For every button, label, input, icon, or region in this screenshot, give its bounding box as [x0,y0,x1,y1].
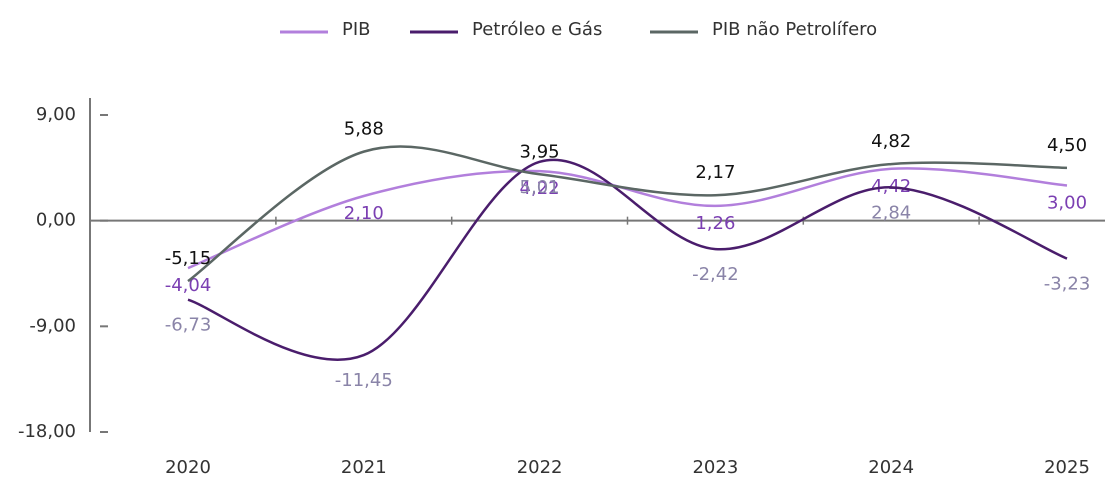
data-label: 4,50 [1047,135,1087,156]
data-label: -11,45 [335,370,393,391]
y-tick-label: -9,00 [29,315,76,336]
data-label: 4,22 [520,178,560,199]
data-label: 5,01 [520,177,560,198]
x-tick-label: 2024 [868,457,914,478]
y-tick-label: 9,00 [36,104,76,125]
legend-label: PIB não Petrolífero [712,19,877,40]
data-label: 4,82 [871,131,911,152]
y-tick-label: -18,00 [18,421,76,442]
data-label: 2,10 [344,203,384,224]
x-tick-label: 2020 [165,457,211,478]
y-tick-label: 0,00 [36,210,76,231]
data-label: -5,15 [165,248,212,269]
series-line [187,145,1068,283]
data-label: 2,84 [871,202,911,223]
data-label: 5,88 [344,119,384,140]
data-label: 3,95 [520,141,560,162]
data-label: -6,73 [165,315,212,336]
x-tick-label: 2022 [517,457,563,478]
data-label: -2,42 [692,264,739,285]
x-tick-label: 2021 [341,457,387,478]
data-label: -4,04 [165,275,212,296]
legend-label: Petróleo e Gás [472,19,602,40]
x-tick-label: 2023 [692,457,738,478]
data-label: 1,26 [695,213,735,234]
data-label: 3,00 [1047,192,1087,213]
data-label: -3,23 [1044,274,1091,295]
data-label: 2,17 [695,162,735,183]
legend-label: PIB [342,19,371,40]
x-tick-label: 2025 [1044,457,1090,478]
